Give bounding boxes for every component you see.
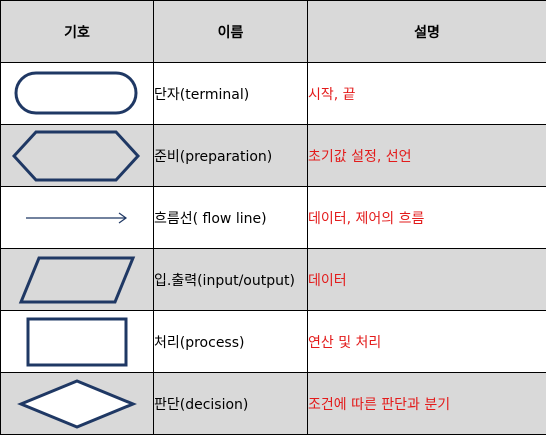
name-cell: 입.출력(input/output) [153, 248, 308, 311]
header-description: 설명 [307, 0, 546, 63]
description-cell: 데이터 [307, 248, 546, 311]
name-cell: 단자(terminal) [153, 62, 308, 125]
table-row: 처리(process) 연산 및 처리 [0, 310, 546, 373]
symbol-cell [0, 124, 154, 187]
description-cell: 시작, 끝 [307, 62, 546, 125]
description-cell: 초기값 설정, 선언 [307, 124, 546, 187]
description-cell: 데이터, 제어의 흐름 [307, 186, 546, 249]
input-output-icon [18, 256, 136, 303]
table-row: 단자(terminal) 시작, 끝 [0, 62, 546, 125]
process-icon [26, 317, 128, 366]
flow-line-icon [26, 212, 128, 223]
symbol-cell [0, 310, 154, 373]
symbol-cell [0, 186, 154, 249]
header-name: 이름 [153, 0, 308, 63]
header-symbol: 기호 [0, 0, 154, 63]
terminal-icon [14, 71, 138, 114]
name-cell: 준비(preparation) [153, 124, 308, 187]
table-row: 준비(preparation) 초기값 설정, 선언 [0, 124, 546, 187]
name-cell: 흐름선( flow line) [153, 186, 308, 249]
description-cell: 조건에 따른 판단과 분기 [307, 372, 546, 435]
description-cell: 연산 및 처리 [307, 310, 546, 373]
symbol-cell [0, 372, 154, 435]
table-row: 입.출력(input/output) 데이터 [0, 248, 546, 311]
name-cell: 판단(decision) [153, 372, 308, 435]
table-row: 흐름선( flow line) 데이터, 제어의 흐름 [0, 186, 546, 249]
symbol-cell [0, 62, 154, 125]
table-row: 판단(decision) 조건에 따른 판단과 분기 [0, 372, 546, 435]
preparation-icon [12, 130, 141, 181]
symbol-cell [0, 248, 154, 311]
name-cell: 처리(process) [153, 310, 308, 373]
table-header-row: 기호 이름 설명 [0, 0, 546, 63]
decision-icon [17, 378, 137, 429]
